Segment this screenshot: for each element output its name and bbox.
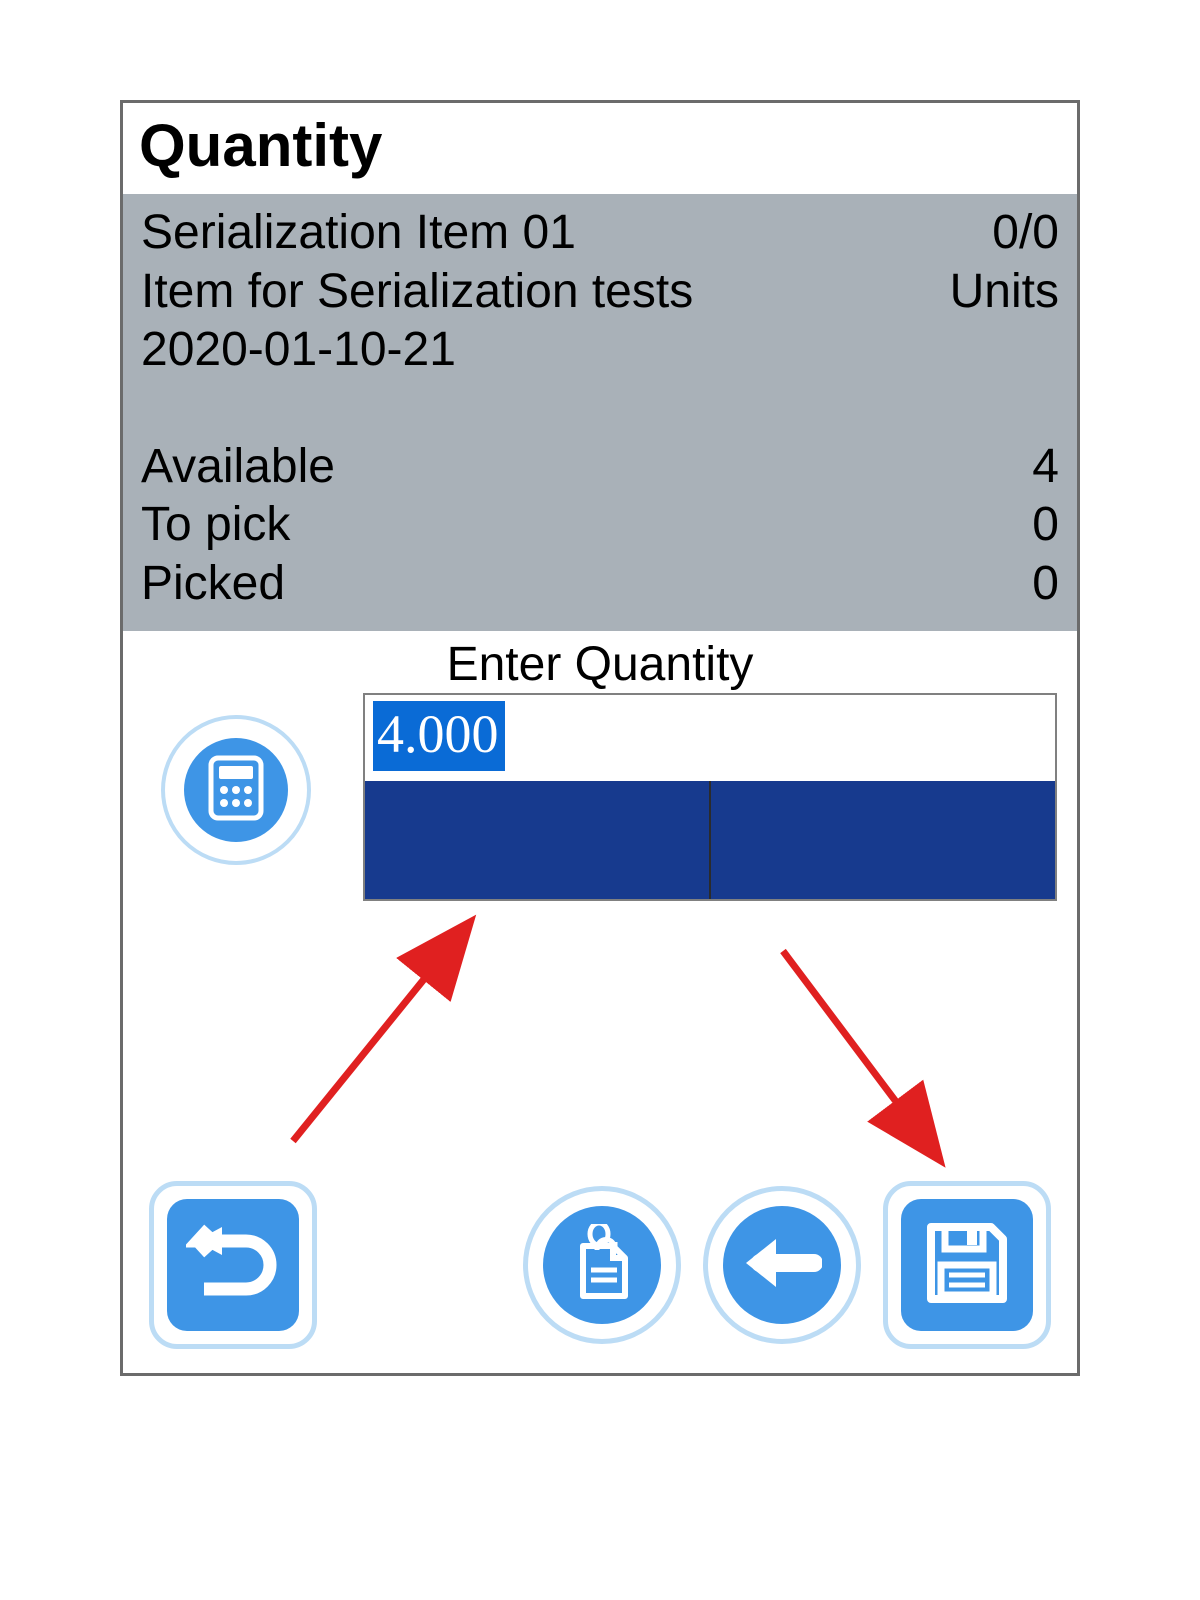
page-title: Quantity [139,111,1061,180]
annotation-arrow-left [273,911,513,1176]
save-button[interactable] [883,1181,1051,1349]
back-arrow-icon [742,1233,822,1298]
stat-row-to-pick: To pick 0 [141,496,1059,555]
quantity-value: 4.000 [373,701,505,771]
undo-button[interactable] [149,1181,317,1349]
stat-label: To pick [141,496,290,555]
item-description: Item for Serialization tests [141,263,693,322]
calculator-button[interactable] [161,715,311,865]
item-progress: 0/0 [992,204,1059,263]
attachment-button[interactable] [523,1186,681,1344]
item-uom: Units [950,263,1059,322]
item-info-panel: Serialization Item 01 0/0 Item for Seria… [123,194,1077,631]
stat-row-picked: Picked 0 [141,555,1059,614]
undo-icon [186,1221,280,1310]
quantity-stepper: 4.000 [363,693,1057,901]
header: Quantity [123,103,1077,194]
save-icon [921,1217,1013,1314]
entry-area: Enter Quantity [123,631,1077,1373]
stat-label: Available [141,438,335,497]
attachment-icon [567,1224,637,1307]
stat-value: 0 [1032,496,1059,555]
calculator-icon [208,755,264,826]
device-frame: Quantity Serialization Item 01 0/0 Item … [120,100,1080,1376]
stat-value: 0 [1032,555,1059,614]
decrement-button[interactable] [711,781,1055,899]
enter-quantity-label: Enter Quantity [447,637,754,692]
bottom-toolbar [123,1175,1077,1355]
annotation-arrow-right [753,931,993,1196]
stat-value: 4 [1032,438,1059,497]
item-code: Serialization Item 01 [141,204,576,263]
back-button[interactable] [703,1186,861,1344]
increment-button[interactable] [365,781,711,899]
stat-row-available: Available 4 [141,438,1059,497]
item-batch: 2020-01-10-21 [141,321,456,380]
quantity-input[interactable]: 4.000 [365,695,1055,781]
stat-label: Picked [141,555,285,614]
